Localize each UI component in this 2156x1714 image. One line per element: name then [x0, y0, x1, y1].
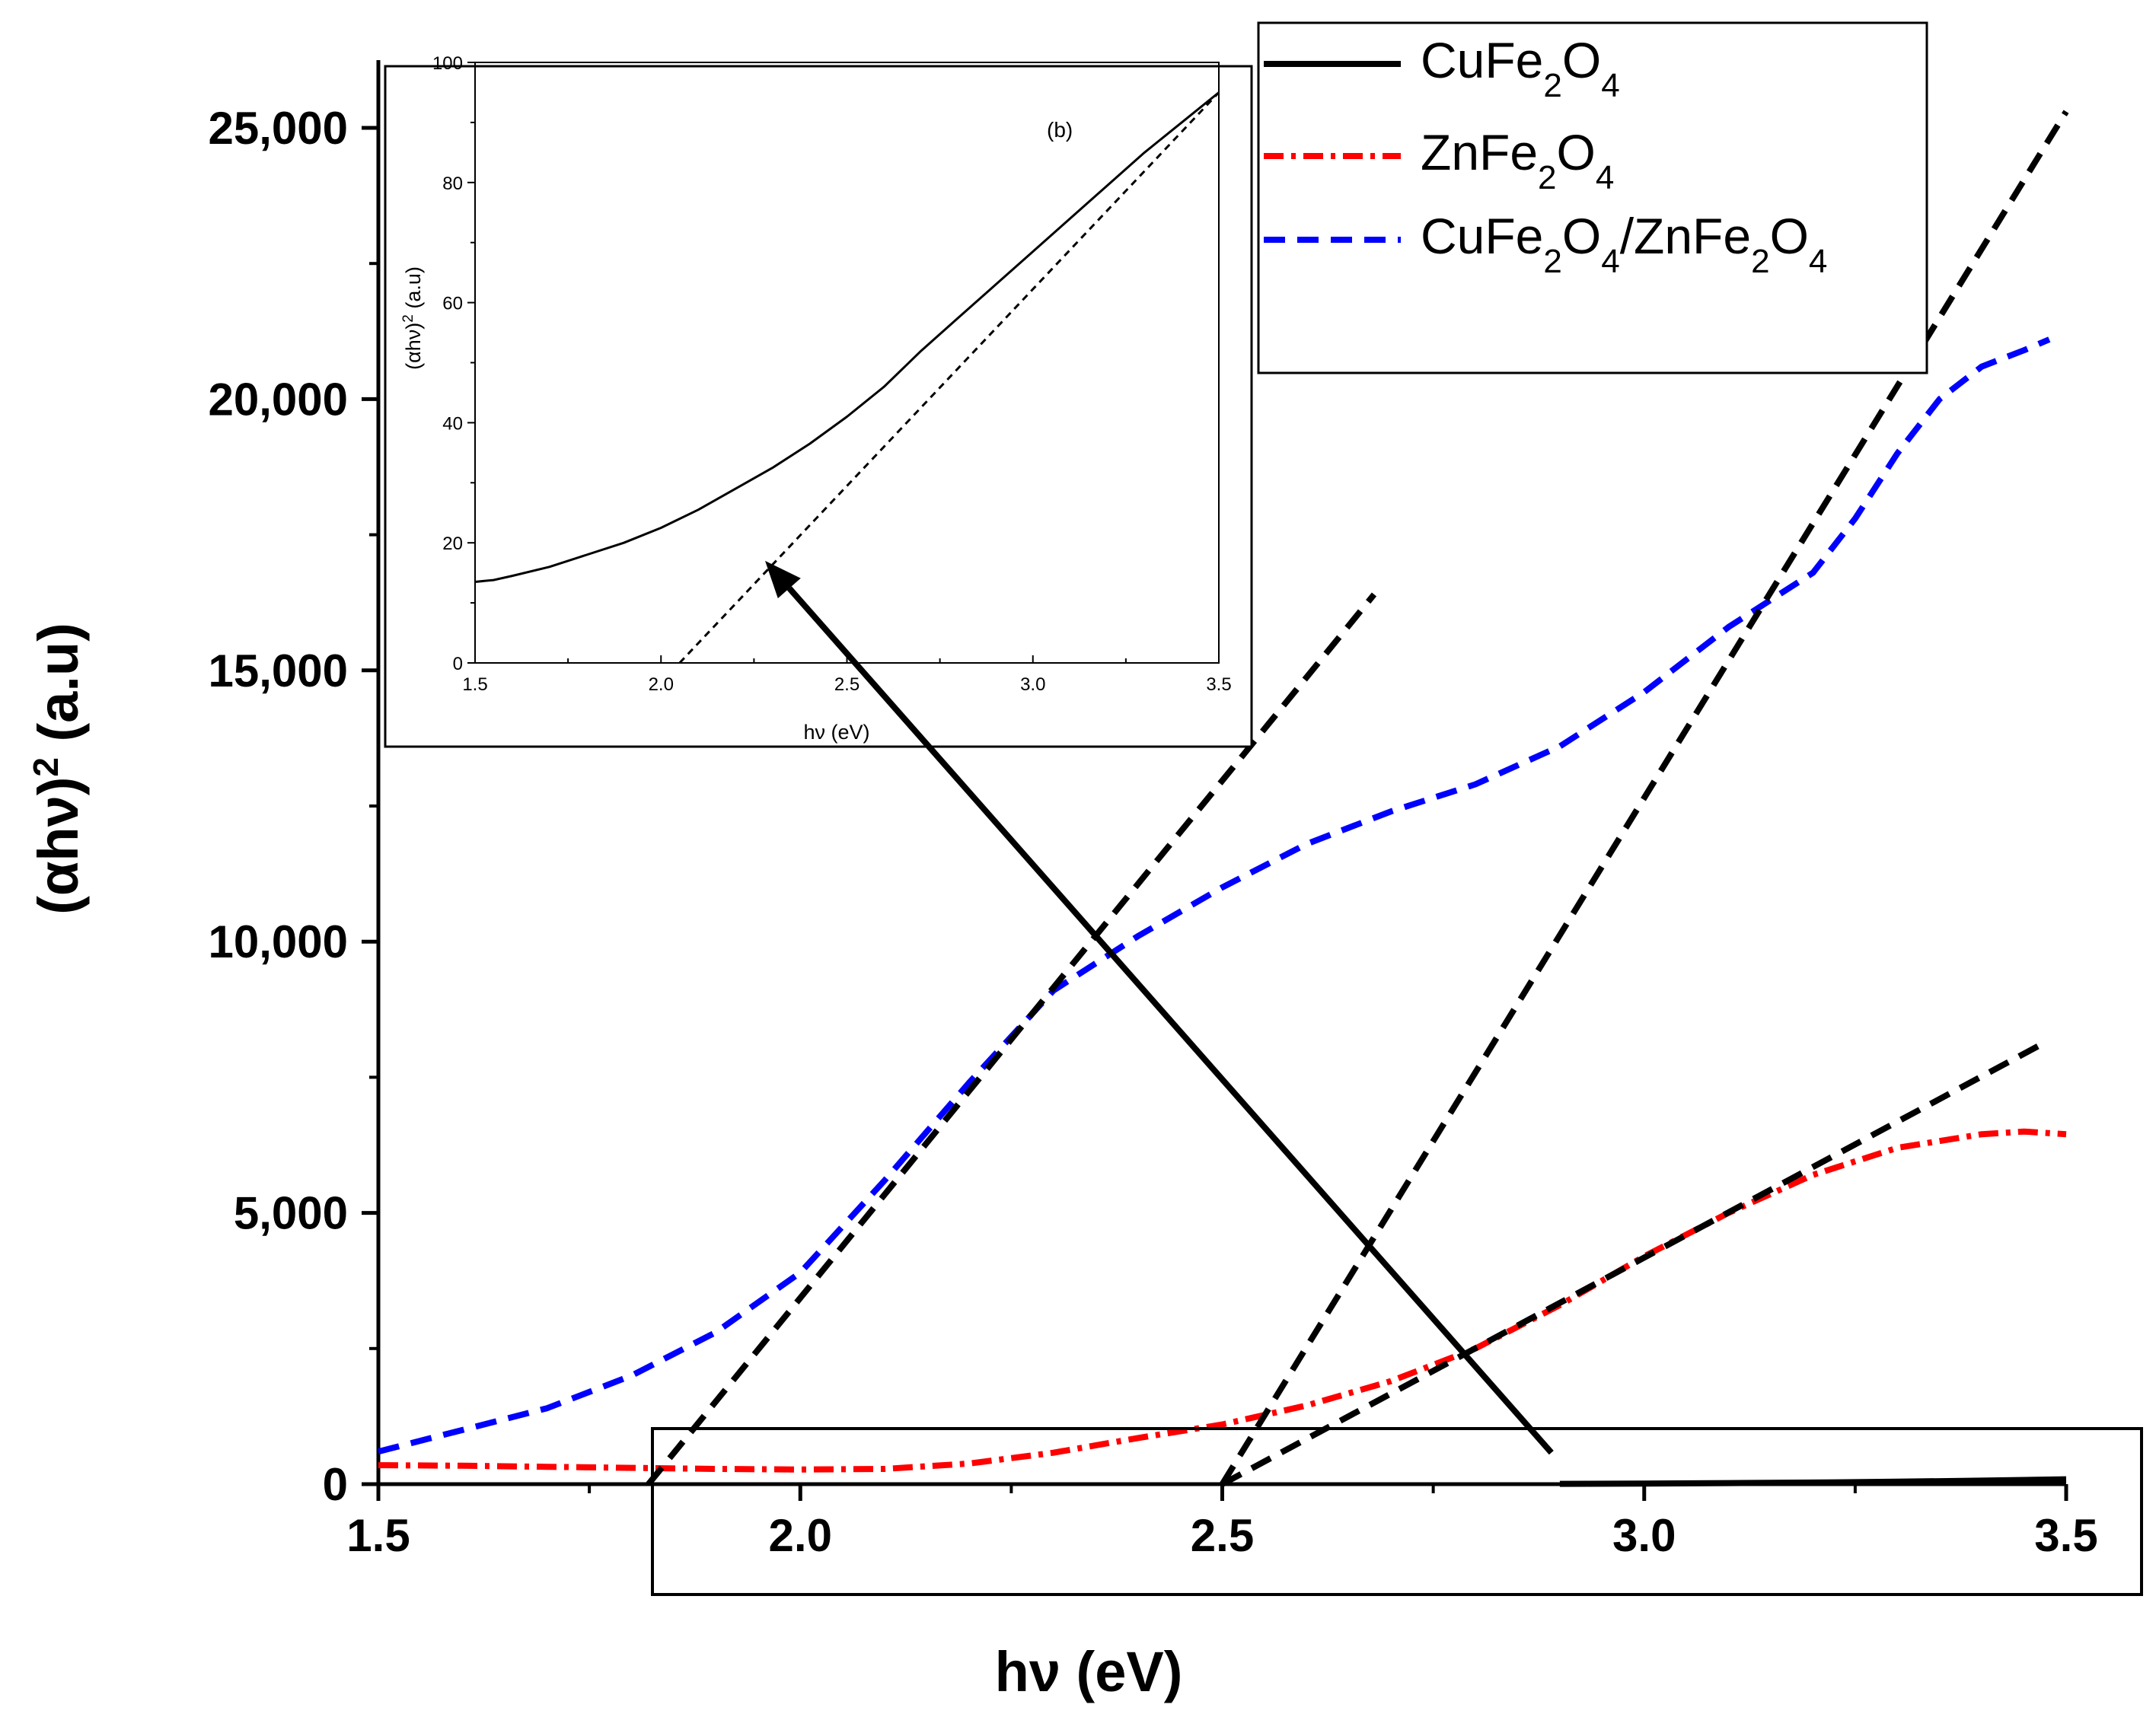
tangent-red [1220, 1042, 2043, 1487]
main-y-tick-label: 15,000 [208, 645, 348, 696]
pointer-arrow [765, 560, 1554, 1455]
main-y-axis-title-suffix: (a.u) [27, 623, 90, 757]
main-x-axis-title: hν (eV) [995, 1640, 1183, 1703]
legend-label-part: 4 [1601, 67, 1619, 104]
legend-label-CuFe2O4: CuFe2O4 [1421, 32, 1620, 104]
inset-x-axis-title: hν (eV) [803, 721, 869, 744]
legend-label-part: O [1562, 32, 1601, 88]
main-x-tick-label: 3.5 [2034, 1510, 2097, 1561]
inset-series-line-CuFe2O4 [474, 91, 1220, 583]
main-x-tick-label: 2.0 [769, 1510, 832, 1561]
legend-label-part: O [1557, 124, 1596, 180]
inset-y-tick-label: 100 [432, 53, 463, 74]
inset-y-tick-label: 0 [453, 654, 463, 674]
legend-label-CuFe2O4/ZnFe2O4: CuFe2O4/ZnFe2O4 [1421, 208, 1827, 280]
legend-label-part: CuFe [1421, 208, 1543, 264]
arrow-head [765, 560, 801, 599]
inset-series-group [474, 91, 1220, 583]
inset-y-axis-title: (αhν)2 (a.u) [400, 266, 426, 370]
legend-label-part: O [1562, 208, 1601, 264]
inset-y-tick-label: 80 [442, 174, 463, 194]
series-line-CuFe2O4 [1559, 1476, 2067, 1487]
legend-label-part: 2 [1538, 159, 1556, 196]
legend-label-part: 4 [1809, 243, 1827, 280]
main-y-axis-title: (αhν)2 (a.u) [26, 623, 90, 915]
legend-label-part: 4 [1596, 159, 1614, 196]
inset-x-ticks: 1.5 2.0 2.5 3.0 3.5 [462, 655, 1232, 695]
main-y-axis-title-prefix: (αhν) [27, 777, 90, 915]
inset-x-tick-label: 2.5 [834, 674, 860, 695]
inset-y-tick-label: 60 [442, 294, 463, 314]
arrow-shaft [786, 586, 1554, 1455]
inset-tangent-lines [678, 91, 1220, 664]
inset-x-tick-label: 3.0 [1020, 674, 1045, 695]
legend-label-part: O [1770, 208, 1809, 264]
inset-y-axis-title-part: 2 [400, 314, 416, 323]
legend-label-part: 4 [1601, 243, 1619, 280]
inset-y-tick-label: 40 [442, 413, 463, 434]
legend-label-part: 2 [1543, 67, 1561, 104]
main-y-tick-label: 0 [323, 1459, 348, 1510]
series-line-CuFe2O4/ZnFe2O4 [378, 336, 2051, 1455]
tangent-blue [646, 592, 1377, 1486]
main-x-tick-label: 3.0 [1612, 1510, 1676, 1561]
legend-label-part: 2 [1543, 243, 1561, 280]
legend-label-part: 2 [1751, 243, 1769, 280]
legend-box [1257, 21, 1928, 374]
main-y-tick-label: 10,000 [208, 916, 348, 967]
inset-frame [384, 65, 1253, 748]
inset-x-tick-label: 2.0 [649, 674, 674, 695]
main-y-tick-label: 20,000 [208, 374, 348, 425]
main-y-tick-label: 5,000 [234, 1188, 348, 1239]
main-y-ticks: 0 5,000 10,000 15,000 20,000 25,000 [208, 103, 378, 1510]
legend-label-part: CuFe [1421, 32, 1543, 88]
inset-x-tick-label: 3.5 [1206, 674, 1231, 695]
inset-annotation: (b) [1047, 118, 1073, 142]
inset-tangent [678, 91, 1220, 664]
legend-label-part: ZnFe [1421, 124, 1538, 180]
inset-x-tick-label: 1.5 [462, 674, 487, 695]
zoom-region-box [651, 1427, 2143, 1596]
inset-y-tick-label: 20 [442, 534, 463, 554]
inset-y-axis-title-part: (a.u) [402, 266, 425, 314]
inset-y-ticks: 0 20 40 60 80 100 [432, 53, 475, 674]
main-x-ticks: 1.5 2.0 2.5 3.0 3.5 [346, 1484, 2098, 1561]
main-x-tick-label: 2.5 [1191, 1510, 1254, 1561]
main-x-tick-label: 1.5 [346, 1510, 410, 1561]
main-y-tick-label: 25,000 [208, 103, 348, 154]
main-y-axis-title-sup: 2 [26, 757, 65, 777]
legend-label-ZnFe2O4: ZnFe2O4 [1421, 124, 1614, 196]
inset-y-axis-title-part: (αhν) [402, 323, 425, 370]
inset-plot: 1.5 2.0 2.5 3.0 3.5 0 20 40 60 80 100 (b) hν (eV)… [384, 53, 1253, 748]
legend-label-part: /ZnFe [1620, 208, 1751, 264]
